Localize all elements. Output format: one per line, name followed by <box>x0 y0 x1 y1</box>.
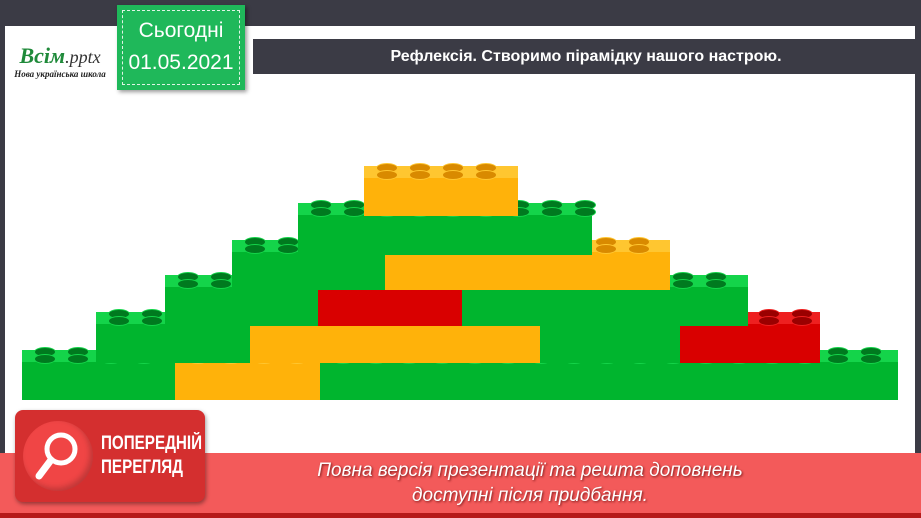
badge-line-1: ПОПЕРЕДНІЙ <box>101 433 203 454</box>
lego-stud <box>860 354 882 364</box>
lego-stud <box>791 316 813 326</box>
banner-line-1: Повна версія презентації та решта доповн… <box>317 460 743 481</box>
date-value: 01.05.2021 <box>128 51 234 74</box>
lego-stud <box>442 170 464 180</box>
banner-line-2: доступні після придбання. <box>412 485 648 506</box>
lego-stud <box>376 170 398 180</box>
lego-stud <box>108 316 130 326</box>
lego-stud <box>574 207 596 217</box>
lego-stud <box>672 279 694 289</box>
lego-stud <box>827 354 849 364</box>
lego-stud <box>34 354 56 364</box>
lego-stud <box>141 316 163 326</box>
lego-stud <box>177 279 199 289</box>
date-box: Сьогодні 01.05.2021 <box>117 5 245 90</box>
logo-brand: Всім <box>19 43 66 68</box>
lego-stud <box>475 170 497 180</box>
lego-stud <box>277 244 299 254</box>
preview-badge[interactable]: ПОПЕРЕДНІЙ ПЕРЕГЛЯД <box>15 410 205 502</box>
lego-stud <box>210 279 232 289</box>
lego-stud <box>595 244 617 254</box>
lego-stud <box>758 316 780 326</box>
lego-stud <box>310 207 332 217</box>
lego-stud <box>244 244 266 254</box>
magnifier-icon <box>23 421 93 491</box>
lego-stud <box>409 170 431 180</box>
lego-stud <box>705 279 727 289</box>
logo-ext: .pptx <box>65 47 101 67</box>
lego-stud <box>343 207 365 217</box>
slide-title: Рефлексія. Створимо пірамідку нашого нас… <box>253 39 919 74</box>
logo: Всім.pptx Нова українська школа <box>10 43 110 79</box>
badge-line-2: ПЕРЕГЛЯД <box>101 457 183 478</box>
slide-title-text: Рефлексія. Створимо пірамідку нашого нас… <box>390 47 782 65</box>
lego-stud <box>67 354 89 364</box>
lego-brick-orange <box>364 163 518 216</box>
lego-stud <box>628 244 650 254</box>
date-label: Сьогодні <box>138 19 224 42</box>
logo-tagline: Нова українська школа <box>14 69 106 79</box>
lego-stud <box>541 207 563 217</box>
